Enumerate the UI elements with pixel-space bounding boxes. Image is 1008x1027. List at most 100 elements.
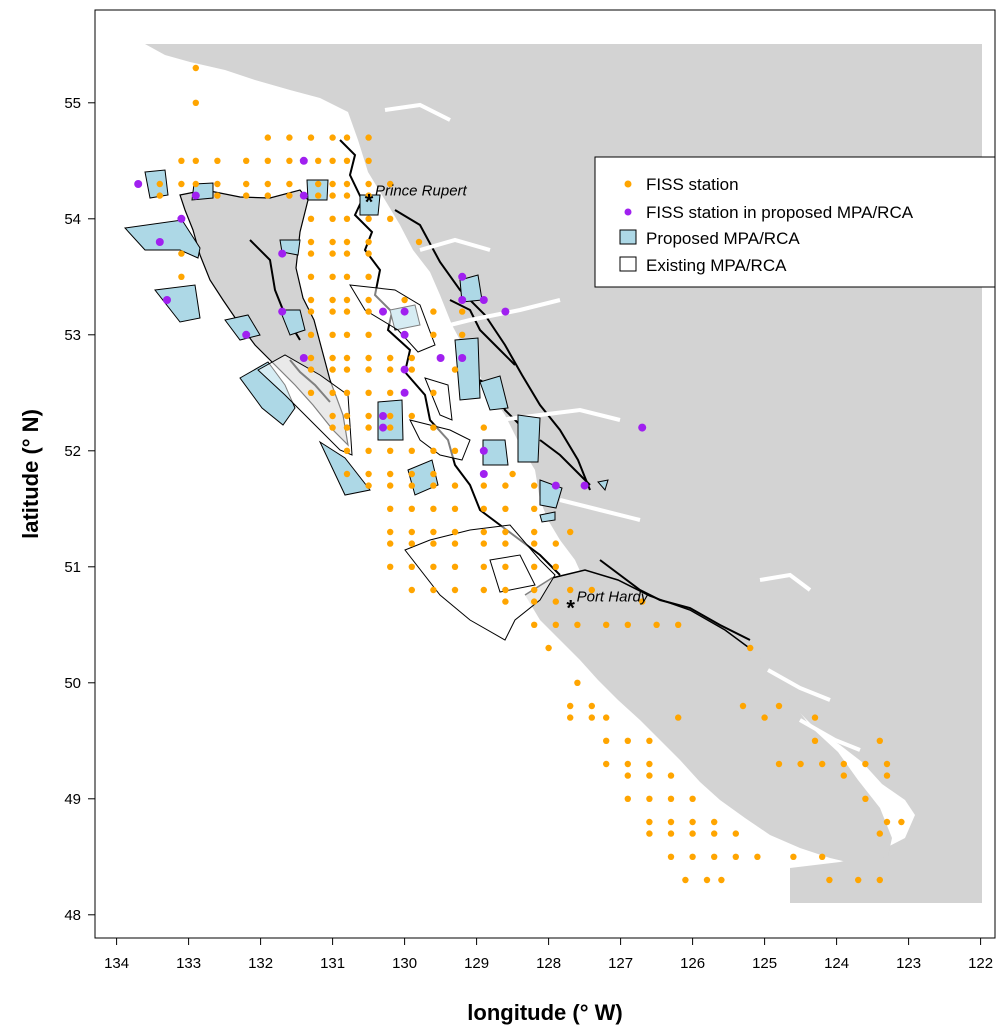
fiss-station-point [286,157,293,164]
fiss-station-point [754,853,761,860]
fiss-station-point [329,308,336,315]
fiss-station-point [840,772,847,779]
fiss-station-point [531,621,538,628]
fiss-station-point [365,470,372,478]
fiss-station-point [624,772,631,779]
fiss-station-point [689,830,696,837]
fiss-station-point [552,540,559,547]
fiss-station-point [819,760,826,768]
fiss-station-point [567,702,574,710]
x-tick-label: 123 [896,955,921,972]
fiss-station-point [883,760,891,768]
fiss-station-point [365,215,372,222]
fiss-mpa-station-point [551,481,560,490]
fiss-station-point [603,621,610,628]
fiss-station-point [315,192,322,199]
city-markers: ** [365,190,576,621]
fiss-station-point [365,424,372,431]
fiss-station-point [480,528,487,536]
inlets [384,102,861,752]
fiss-station-point [329,157,336,164]
fiss-station-point [531,482,538,489]
fiss-station-point [329,412,336,420]
fiss-station-point [365,157,372,164]
fiss-station-point [646,830,653,837]
fiss-station-point [811,714,819,721]
fiss-station-point [451,563,459,570]
fiss-station-point [588,714,595,721]
fiss-station-point [531,563,538,570]
x-axis: 134 133 132 131 130 129 128 127 126 125 124 123 122 [104,938,993,972]
fiss-station-point [365,389,372,396]
x-tick-label: 128 [536,955,561,972]
fiss-station-point [480,540,487,547]
fiss-station-point [531,540,538,547]
y-tick-label: 48 [64,907,81,924]
fiss-station-point [315,180,322,188]
fiss-mpa-station-point [458,272,467,281]
fiss-station-point [408,586,415,594]
fiss-station-point [430,505,437,512]
fiss-station-point [430,470,437,478]
fiss-station-point [646,795,653,802]
fiss-station-point [401,296,408,304]
fiss-station-point [682,876,689,884]
fiss-mpa-station-point [501,307,510,316]
fiss-station-point [365,366,372,373]
fiss-mpa-station-point [580,481,589,490]
fiss-station-point [192,64,199,72]
fiss-mpa-station-point [278,307,287,316]
legend-existing-label: Existing MPA/RCA [646,256,787,275]
proposed-mpa-polygons [123,169,609,523]
y-tick-label: 55 [64,95,81,112]
fiss-station-point [307,215,315,222]
legend-proposed-label: Proposed MPA/RCA [646,229,800,248]
legend-fiss-mpa-label: FISS station in proposed MPA/RCA [646,203,914,222]
fiss-station-point [552,598,559,605]
fiss-station-point [667,830,675,837]
x-tick-label: 124 [824,955,849,972]
fiss-station-point [430,389,437,396]
fiss-station-point [408,528,415,536]
fiss-station-point [898,818,905,826]
fiss-mpa-station-point [379,412,387,420]
fiss-station-point [387,505,394,512]
fiss-mpa-station-point [379,423,387,432]
fiss-station-point [387,563,394,570]
fiss-station-point [574,679,581,686]
fiss-station-point [415,238,423,246]
fiss-station-point [365,447,372,454]
fiss-station-point [178,157,185,164]
fiss-station-point [343,134,351,141]
fiss-station-point [343,331,351,338]
fiss-station-point [156,192,163,199]
fiss-station-point [214,157,221,164]
fiss-station-point [329,273,336,280]
fiss-station-point [667,795,675,802]
fiss-station-point [761,714,768,721]
x-tick-label: 130 [392,955,417,972]
fiss-station-point [329,250,336,257]
fiss-station-point [365,192,372,199]
fiss-mpa-station-point [299,191,308,200]
fiss-station-point [480,505,487,512]
fiss-mpa-station-point [479,470,488,478]
fiss-station-point [675,621,682,628]
fiss-station-point [883,818,891,826]
fiss-station-point [343,389,351,396]
fiss-station-point [343,192,351,199]
fiss-station-point [703,876,711,884]
y-tick-label: 53 [64,327,81,344]
fiss-station-point [811,737,819,744]
fiss-station-point [408,470,415,478]
fiss-mpa-station-point [191,191,200,200]
fiss-station-point [430,482,437,489]
fiss-station-point [451,366,459,373]
fiss-station-point [343,308,351,315]
fiss-station-point [264,134,271,141]
x-tick-label: 127 [608,955,633,972]
fiss-station-point [243,192,250,199]
fiss-station-point [307,273,315,280]
fiss-station-point [286,180,293,188]
fiss-station-points [156,64,905,884]
